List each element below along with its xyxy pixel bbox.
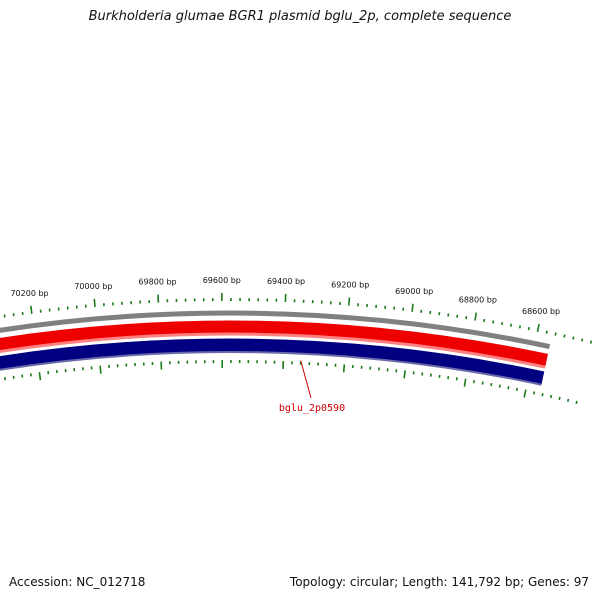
major-tick <box>342 364 346 373</box>
minor-tick <box>498 384 501 388</box>
minor-tick <box>527 326 530 331</box>
gene-label[interactable]: bglu_2p0590 <box>279 403 345 414</box>
inner-scale-ticks <box>4 359 578 405</box>
forward-strand-ring <box>0 320 549 367</box>
minor-tick <box>589 340 593 344</box>
scale-label: 70200 bp <box>10 289 48 298</box>
scale-label: 69000 bp <box>395 287 433 296</box>
minor-tick <box>490 382 493 387</box>
major-tick <box>99 365 102 374</box>
major-tick <box>523 389 527 398</box>
scale-label: 69200 bp <box>331 281 369 290</box>
reverse-strand-edge <box>0 350 542 386</box>
minor-tick <box>481 381 484 385</box>
major-tick <box>463 378 467 387</box>
minor-tick <box>541 393 544 397</box>
major-tick <box>348 297 351 306</box>
scale-label: 69600 bp <box>203 276 241 285</box>
major-tick <box>403 370 406 379</box>
minor-tick <box>501 321 504 326</box>
major-tick <box>38 372 42 381</box>
major-tick <box>93 298 96 307</box>
scale-label: 70000 bp <box>74 282 112 291</box>
forward-strand-shadow <box>0 332 546 369</box>
outer-gray-ring <box>0 310 551 350</box>
minor-tick <box>572 336 575 340</box>
minor-tick <box>545 330 548 334</box>
outer-scale-ticks <box>3 293 593 344</box>
minor-tick <box>492 320 495 324</box>
major-tick <box>411 303 414 312</box>
minor-tick <box>515 387 519 392</box>
minor-tick <box>532 391 536 395</box>
topology-summary: Topology: circular; Length: 141,792 bp; … <box>289 575 589 589</box>
minor-tick <box>518 325 522 329</box>
major-tick <box>474 312 478 321</box>
gene-leader-line <box>300 360 312 399</box>
major-tick <box>536 323 540 332</box>
minor-tick <box>566 398 570 403</box>
plasmid-rings <box>0 310 551 386</box>
gene-annotations: bglu_2p0590 <box>279 360 345 414</box>
scale-label: 68800 bp <box>459 296 497 305</box>
minor-tick <box>575 400 578 405</box>
minor-tick <box>563 334 566 338</box>
scale-label: 69800 bp <box>138 278 176 287</box>
minor-tick <box>581 338 584 342</box>
map-title: Burkholderia glumae BGR1 plasmid bglu_2p… <box>88 9 512 24</box>
minor-tick <box>554 332 557 336</box>
minor-tick <box>549 394 553 399</box>
minor-tick <box>507 386 510 390</box>
scale-label: 69400 bp <box>267 277 305 286</box>
minor-tick <box>509 323 513 327</box>
reverse-strand-ring <box>0 338 545 385</box>
minor-tick <box>558 396 561 401</box>
scale-label: 68600 bp <box>522 307 560 316</box>
major-tick <box>30 305 33 314</box>
scale-labels: 70200 bp 70000 bp 69800 bp 69600 bp 69400 bp… <box>10 276 560 316</box>
accession-text: Accession: NC_012718 <box>9 575 146 589</box>
